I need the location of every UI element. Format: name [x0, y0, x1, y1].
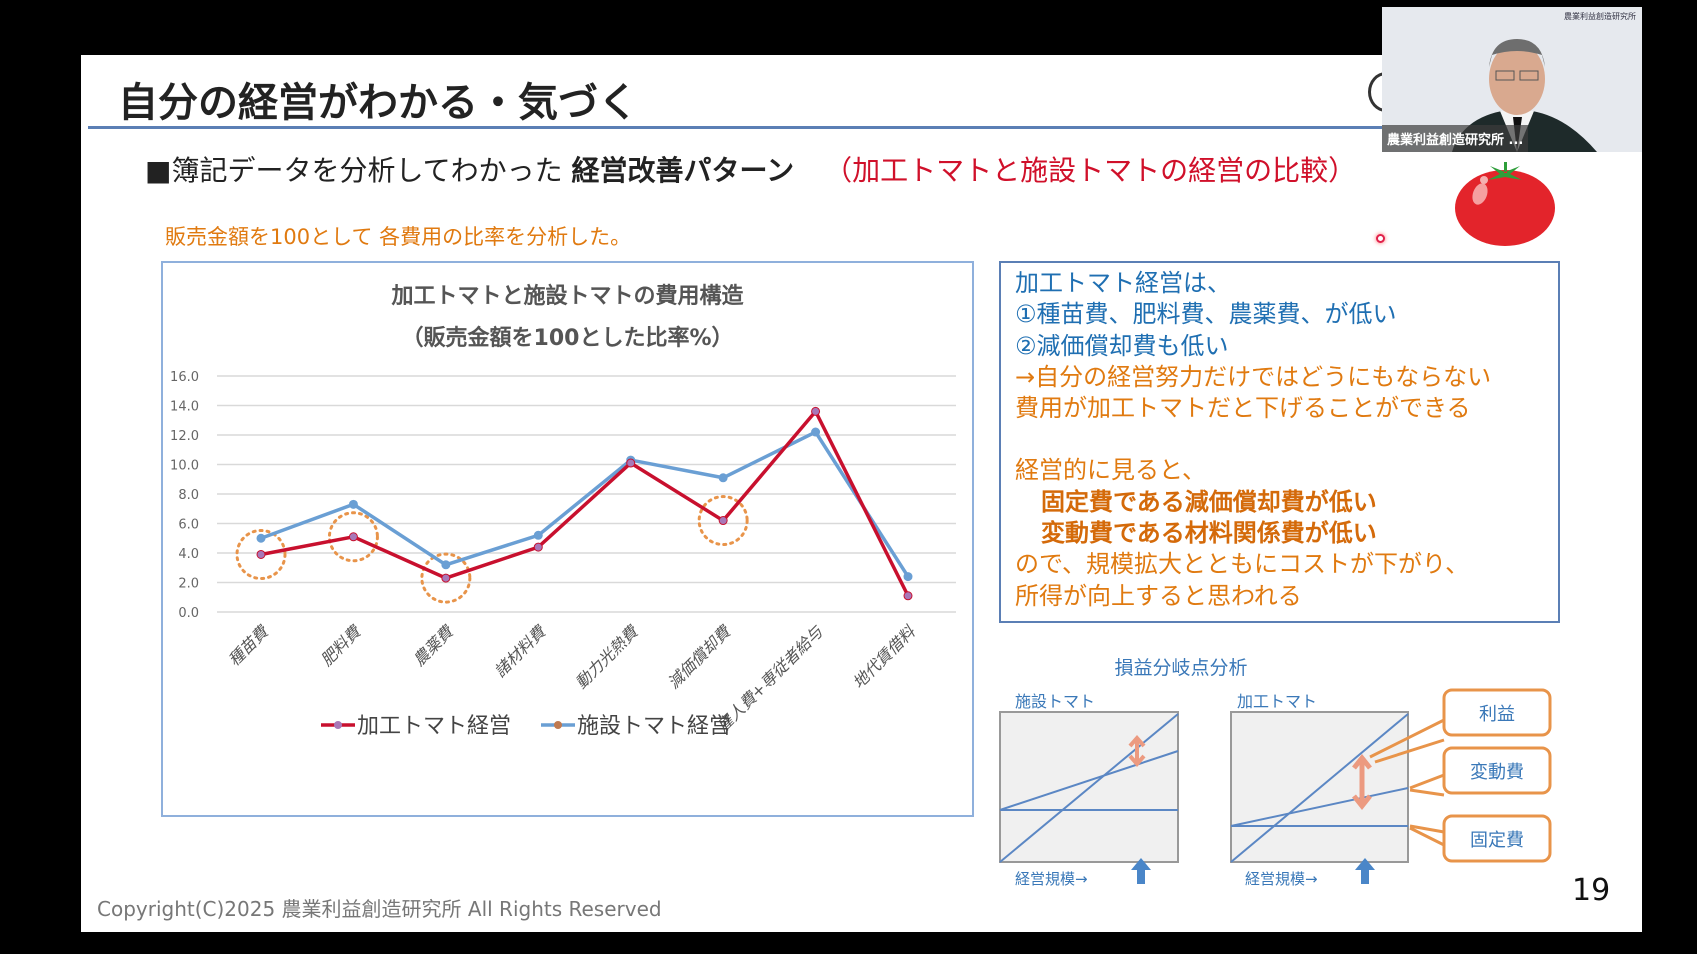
y-tick-label: 16.0	[170, 370, 199, 385]
finding-line: 加工トマト経営は、	[1015, 269, 1231, 297]
x-tick-label: 減価償却費	[664, 621, 735, 692]
participant-name: 農業利益創造研究所 ...	[1382, 125, 1529, 152]
y-tick-label: 0.0	[178, 606, 199, 621]
tomato-icon	[1455, 162, 1555, 246]
presenter-video-icon	[1382, 7, 1642, 152]
cost-structure-chart: 0.0 2.0 4.0 6.0 8.0 10.0 12.0 14.0 16.0 種苗費 肥料費 農薬費…	[170, 370, 956, 739]
highlight-circle	[327, 511, 379, 563]
greenhouse-breakeven-graph	[999, 711, 1179, 863]
subtitle-prefix: ■簿記データを分析してわかった	[145, 154, 563, 187]
up-arrow-icon	[1131, 858, 1151, 884]
series-line-processing	[260, 408, 910, 597]
breakeven-title: 損益分岐点分析	[1114, 657, 1247, 679]
data-point	[718, 473, 728, 483]
scale-axis-label: 経営規模→	[1015, 870, 1088, 888]
webcam-video[interactable]: 農業利益創造研究所 農業利益創造研究所 ...	[1382, 7, 1642, 152]
up-arrow-icon	[1355, 858, 1375, 884]
series-line-greenhouse	[260, 429, 910, 578]
x-tick-label: 種苗費	[224, 621, 273, 670]
highlight-circle	[697, 495, 749, 547]
data-point	[533, 542, 543, 552]
finding-bold-line: 変動費である材料関係費が低い	[1041, 519, 1377, 548]
finding-line: 所得が向上すると思われる	[1015, 581, 1302, 610]
page-number: 19	[1572, 873, 1611, 908]
laser-pointer	[1376, 234, 1385, 243]
callout-leaders	[1369, 718, 1445, 847]
greenhouse-label: 施設トマト	[1015, 692, 1095, 711]
findings-box: 加工トマト経営は、 ①種苗費、肥料費、農薬費、が低い ②減価償却費も低い →自分…	[999, 261, 1560, 623]
chart-frame	[161, 261, 974, 817]
legend-marker	[554, 721, 562, 729]
finding-line: →自分の経営努力だけではどうにもならない	[1015, 362, 1492, 391]
x-tick-label: 動力光熱費	[572, 621, 643, 692]
data-point	[811, 427, 821, 437]
data-point	[718, 516, 728, 526]
copyright: Copyright(C)2025 農業利益創造研究所 All Rights Re…	[97, 897, 662, 921]
data-point	[441, 560, 451, 570]
slide-title: 自分の経営がわかる・気づく	[118, 80, 638, 126]
title-divider	[88, 126, 1388, 129]
finding-line: ので、規模拡大とともにコストが下がり、	[1015, 550, 1470, 579]
callout-boxes	[1442, 688, 1552, 863]
subtitle-comparison: （加工トマトと施設トマトの経営の比較）	[824, 154, 1357, 187]
finding-line: ②減価償却費も低い	[1015, 331, 1229, 360]
slide-subtitle: ■簿記データを分析してわかった 経営改善パターン （加工トマトと施設トマトの経営の…	[145, 149, 1356, 189]
finding-line: 経営的に見ると、	[1015, 456, 1207, 485]
data-point	[256, 533, 266, 543]
callout-fixed-cost: 固定費	[1470, 830, 1524, 851]
y-tick-label: 4.0	[178, 547, 199, 562]
data-point	[903, 572, 913, 582]
data-point	[903, 591, 913, 601]
data-point	[256, 549, 266, 559]
data-point	[348, 499, 358, 509]
legend-marker	[334, 721, 342, 729]
callout-profit: 利益	[1479, 704, 1515, 725]
profit-arrow-icon	[1352, 753, 1372, 811]
webcam-logo-text: 農業利益創造研究所	[1564, 12, 1636, 21]
legend-label: 施設トマト経営	[577, 714, 731, 739]
y-tick-label: 12.0	[170, 429, 199, 444]
highlight-circle	[235, 528, 287, 580]
analysis-note: 販売金額を100として 各費用の比率を分析した。	[165, 225, 632, 249]
y-tick-label: 14.0	[170, 400, 199, 415]
callout-variable-cost: 変動費	[1470, 762, 1524, 783]
scale-axis-label: 経営規模→	[1245, 870, 1318, 888]
data-point	[348, 532, 358, 542]
data-point	[441, 573, 451, 583]
x-tick-label: 地代賃借料	[849, 622, 920, 693]
y-tick-label: 10.0	[170, 459, 199, 474]
breakeven-diagram: 損益分岐点分析 施設トマト 加工トマト 利益 変動費 固定費 経営規模→ 経営規…	[999, 657, 1552, 888]
finding-bold-line: 固定費である減価償却費が低い	[1041, 487, 1377, 516]
data-point	[811, 406, 821, 416]
data-point	[626, 458, 636, 468]
finding-line: ①種苗費、肥料費、農薬費、が低い	[1015, 300, 1397, 329]
finding-line: 費用が加工トマトだと下げることができる	[1015, 394, 1471, 423]
chart-title: 加工トマトと施設トマトの費用構造	[391, 284, 744, 309]
data-point	[533, 530, 543, 540]
processing-breakeven-graph	[1230, 711, 1409, 863]
highlight-circle	[420, 552, 472, 604]
y-tick-label: 6.0	[178, 518, 199, 533]
profit-arrow-icon	[1128, 734, 1146, 768]
x-tick-label: 農薬費	[409, 621, 458, 670]
y-tick-label: 8.0	[178, 488, 199, 503]
legend-label: 加工トマト経営	[357, 714, 511, 739]
x-tick-label: 肥料費	[317, 621, 366, 670]
x-tick-label: 諸材料費	[490, 621, 550, 681]
chart-subtitle: （販売金額を100とした比率%）	[401, 326, 734, 351]
subtitle-bold: 経営改善パターン	[571, 154, 795, 187]
processing-label: 加工トマト	[1237, 692, 1317, 711]
y-tick-label: 2.0	[178, 577, 199, 592]
